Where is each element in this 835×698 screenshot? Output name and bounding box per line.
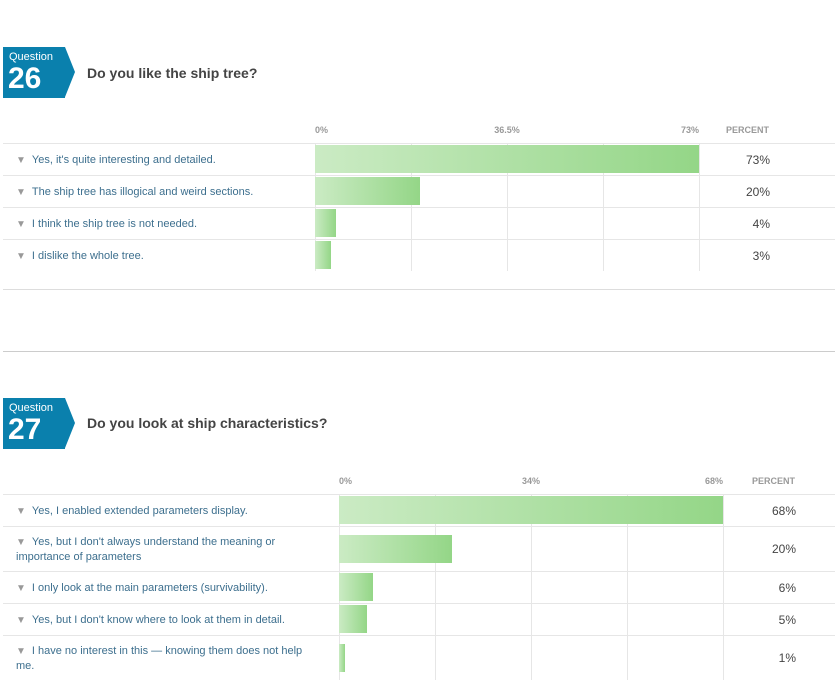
list-item: ▼ I dislike the whole tree. 3% xyxy=(3,239,835,272)
answer-percent: 4% xyxy=(752,217,770,231)
bar xyxy=(315,241,331,269)
answer-label[interactable]: ▼ Yes, I enabled extended parameters disp… xyxy=(16,505,248,517)
section-divider xyxy=(3,351,835,352)
question-badge: Question 27 xyxy=(3,398,75,449)
answer-label[interactable]: ▼ Yes, it's quite interesting and detaile… xyxy=(16,154,216,166)
list-item: ▼ Yes, it's quite interesting and detaile… xyxy=(3,143,835,176)
list-item: ▼ I only look at the main parameters (sur… xyxy=(3,571,835,604)
answer-percent: 1% xyxy=(778,651,796,665)
answer-percent: 73% xyxy=(745,153,770,167)
answer-label[interactable]: ▼ I dislike the whole tree. xyxy=(16,250,144,262)
grid-line xyxy=(627,494,628,680)
percent-header: PERCENT xyxy=(726,125,770,135)
question-label: Question xyxy=(9,51,54,63)
answer-percent: 68% xyxy=(771,504,796,518)
list-item: ▼ Yes, I enabled extended parameters disp… xyxy=(3,494,835,527)
filter-icon[interactable]: ▼ xyxy=(16,646,26,657)
answer-label[interactable]: ▼ The ship tree has illogical and weird s… xyxy=(16,186,254,198)
bar xyxy=(339,535,452,563)
grid-line xyxy=(531,494,532,680)
bar xyxy=(339,605,368,633)
answer-percent: 20% xyxy=(771,542,796,556)
filter-icon[interactable]: ▼ xyxy=(16,583,26,594)
filter-icon[interactable]: ▼ xyxy=(16,155,26,166)
list-item: ▼ I think the ship tree is not needed. 4% xyxy=(3,207,835,240)
filter-icon[interactable]: ▼ xyxy=(16,615,26,626)
tick-label: 36.5% xyxy=(494,125,520,135)
percent-header: PERCENT xyxy=(752,476,796,486)
question-title: Do you look at ship characteristics? xyxy=(87,415,328,431)
bar xyxy=(339,496,723,524)
tick-label: 0% xyxy=(315,125,329,135)
question-number: 27 xyxy=(8,413,42,446)
bar xyxy=(315,145,699,173)
question-label: Question xyxy=(9,402,54,414)
answer-label[interactable]: ▼ I have no interest in this — knowing th… xyxy=(16,645,303,672)
bar xyxy=(315,209,337,237)
tick-label: 34% xyxy=(521,476,540,486)
answer-label[interactable]: ▼ Yes, but I don't always understand the … xyxy=(16,536,276,563)
answer-percent: 6% xyxy=(778,581,796,595)
tick-label: 68% xyxy=(704,476,723,486)
tick-label: 0% xyxy=(339,476,353,486)
question-number: 26 xyxy=(8,62,42,95)
answer-label[interactable]: ▼ I only look at the main parameters (sur… xyxy=(16,582,268,594)
answer-percent: 5% xyxy=(778,613,796,627)
answer-percent: 3% xyxy=(752,249,770,263)
filter-icon[interactable]: ▼ xyxy=(16,219,26,230)
list-item: ▼ Yes, but I don't always understand the … xyxy=(3,526,835,572)
bar xyxy=(339,573,373,601)
filter-icon[interactable]: ▼ xyxy=(16,187,26,198)
tick-label: 73% xyxy=(680,125,699,135)
list-item: ▼ Yes, but I don't know where to look at … xyxy=(3,603,835,636)
answer-percent: 20% xyxy=(745,185,770,199)
grid-line xyxy=(435,494,436,680)
list-item: ▼ I have no interest in this — knowing th… xyxy=(3,635,835,681)
divider xyxy=(3,289,835,290)
filter-icon[interactable]: ▼ xyxy=(16,506,26,517)
filter-icon[interactable]: ▼ xyxy=(16,251,26,262)
question-badge: Question 26 xyxy=(3,47,75,98)
filter-icon[interactable]: ▼ xyxy=(16,537,26,548)
answer-label[interactable]: ▼ I think the ship tree is not needed. xyxy=(16,218,198,230)
grid-line xyxy=(723,494,724,680)
bar xyxy=(315,177,421,205)
question-title: Do you like the ship tree? xyxy=(87,65,258,81)
answer-label[interactable]: ▼ Yes, but I don't know where to look at … xyxy=(16,614,285,626)
bar xyxy=(339,644,345,672)
list-item: ▼ The ship tree has illogical and weird s… xyxy=(3,175,835,208)
